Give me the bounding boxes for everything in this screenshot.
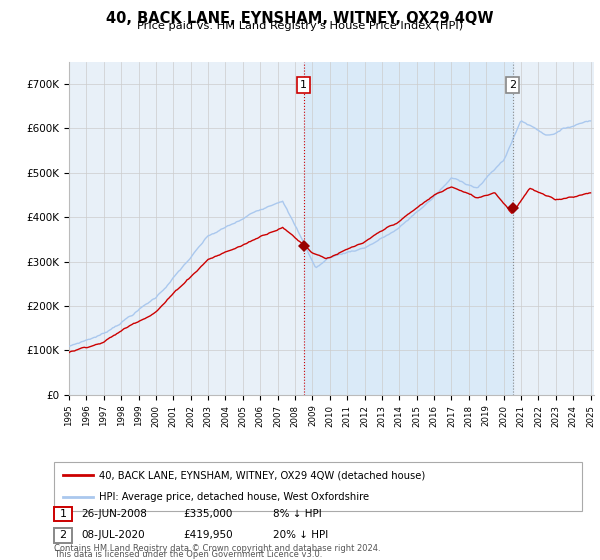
Text: Contains HM Land Registry data © Crown copyright and database right 2024.: Contains HM Land Registry data © Crown c… — [54, 544, 380, 553]
Text: 1: 1 — [300, 80, 307, 90]
Text: 8% ↓ HPI: 8% ↓ HPI — [273, 509, 322, 519]
Text: Price paid vs. HM Land Registry's House Price Index (HPI): Price paid vs. HM Land Registry's House … — [137, 21, 463, 31]
Text: 20% ↓ HPI: 20% ↓ HPI — [273, 530, 328, 540]
Text: 26-JUN-2008: 26-JUN-2008 — [81, 509, 147, 519]
Text: 2: 2 — [59, 530, 67, 540]
Text: 2: 2 — [509, 80, 516, 90]
Text: 1: 1 — [59, 509, 67, 519]
Text: £419,950: £419,950 — [183, 530, 233, 540]
Text: This data is licensed under the Open Government Licence v3.0.: This data is licensed under the Open Gov… — [54, 550, 322, 559]
Text: 08-JUL-2020: 08-JUL-2020 — [81, 530, 145, 540]
Text: 40, BACK LANE, EYNSHAM, WITNEY, OX29 4QW (detached house): 40, BACK LANE, EYNSHAM, WITNEY, OX29 4QW… — [99, 470, 425, 480]
Bar — [304, 62, 512, 395]
Text: HPI: Average price, detached house, West Oxfordshire: HPI: Average price, detached house, West… — [99, 492, 369, 502]
Text: 40, BACK LANE, EYNSHAM, WITNEY, OX29 4QW: 40, BACK LANE, EYNSHAM, WITNEY, OX29 4QW — [106, 11, 494, 26]
Text: £335,000: £335,000 — [183, 509, 232, 519]
